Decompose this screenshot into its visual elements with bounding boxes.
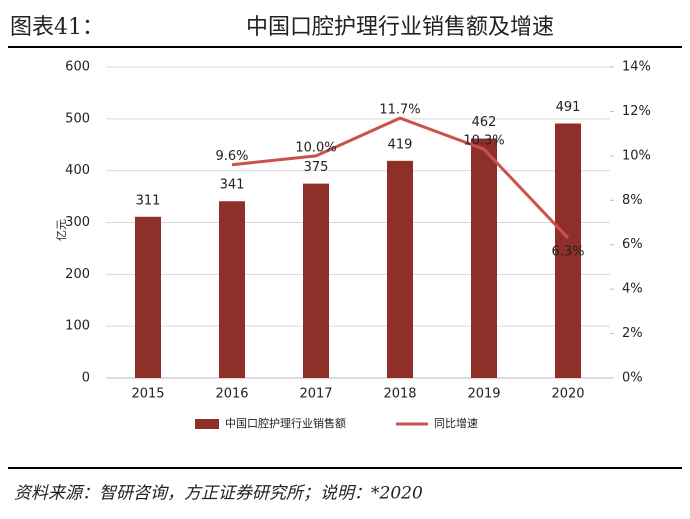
bar-value-label: 375 <box>304 160 329 175</box>
y-tick-label: 200 <box>65 267 90 282</box>
line-value-label: 9.6% <box>215 149 248 164</box>
y2-tick-label: 0% <box>622 371 643 386</box>
source: 资料来源：智研咨询，方正证券研究所；说明：*2020 <box>14 484 423 504</box>
y2-tick-label: 4% <box>622 282 643 297</box>
bar-value-label: 419 <box>388 137 413 152</box>
chart-title: 中国口腔护理行业销售额及增速 <box>246 15 554 40</box>
bar <box>555 123 581 378</box>
y2-tick-label: 6% <box>622 237 643 252</box>
x-tick-label: 2015 <box>131 387 164 402</box>
y2-tick-label: 12% <box>622 104 651 119</box>
bar <box>219 201 245 378</box>
legend-label: 同比增速 <box>434 416 478 430</box>
bar-value-label: 311 <box>136 193 161 208</box>
y2-tick-label: 2% <box>622 326 643 341</box>
bar-value-label: 462 <box>472 115 497 130</box>
y-axis-label: 亿元 <box>55 219 68 241</box>
line-value-label: 6.3% <box>551 245 584 260</box>
y-tick-label: 100 <box>65 319 90 334</box>
y-tick-label: 600 <box>65 60 90 75</box>
bar-value-label: 491 <box>556 100 581 115</box>
line <box>231 116 570 240</box>
bar <box>135 216 161 378</box>
line-value-label: 10.3% <box>463 134 504 149</box>
x-tick-label: 2019 <box>467 387 500 402</box>
y2-tick-label: 14% <box>622 60 651 75</box>
y-tick-label: 0 <box>82 371 90 386</box>
y-tick-label: 500 <box>65 111 90 126</box>
x-tick-label: 2020 <box>551 387 584 402</box>
chart-title-prefix: 图表41： <box>10 15 104 40</box>
x-tick-label: 2017 <box>299 387 332 402</box>
bar <box>303 183 329 378</box>
x-tick-label: 2018 <box>383 387 416 402</box>
y2-tick-label: 10% <box>622 148 651 163</box>
x-tick-label: 2016 <box>215 387 248 402</box>
y-tick-label: 400 <box>65 163 90 178</box>
y-tick-label: 300 <box>65 215 90 230</box>
bar <box>471 138 497 378</box>
bar-value-label: 341 <box>220 178 245 193</box>
line-value-label: 11.7% <box>379 103 420 118</box>
legend-label: 中国口腔护理行业销售额 <box>225 416 346 430</box>
bar <box>387 160 413 378</box>
y2-tick-label: 8% <box>622 193 643 208</box>
legend-swatch <box>195 419 219 429</box>
line-value-label: 10.0% <box>295 140 336 155</box>
